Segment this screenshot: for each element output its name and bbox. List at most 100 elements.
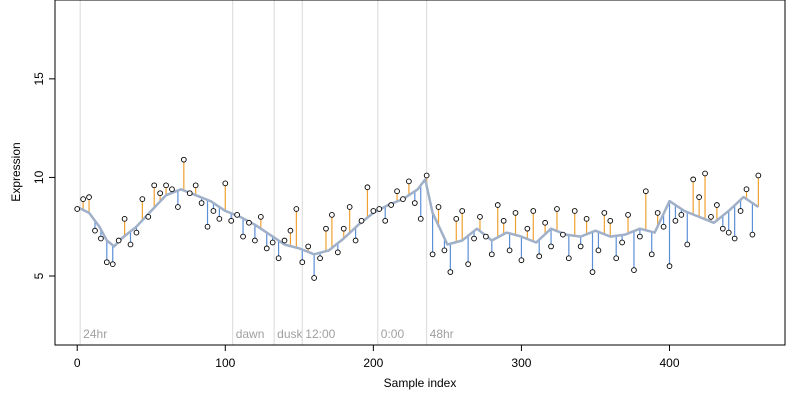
x-axis-title: Sample index [384, 376, 457, 390]
data-point [714, 202, 720, 208]
x-tick-label: 0 [74, 356, 81, 370]
data-point [204, 223, 211, 230]
data-point [388, 202, 394, 208]
data-point [358, 217, 365, 224]
data-point [447, 269, 454, 275]
data-point [536, 253, 543, 260]
data-point [293, 206, 300, 212]
data-point [240, 233, 246, 240]
data-point [666, 263, 673, 269]
data-point [654, 210, 661, 216]
data-point [103, 259, 110, 266]
data-point [222, 180, 229, 187]
data-point [352, 237, 359, 244]
data-point [180, 156, 187, 163]
data-point [299, 259, 306, 266]
data-point [565, 255, 572, 262]
phase-marker-label: 24hr [83, 327, 107, 341]
data-point [382, 217, 389, 224]
y-tick-label: 5 [32, 272, 46, 279]
data-point [731, 235, 738, 242]
x-axis: 0 100 200 300 400 [74, 344, 680, 370]
data-point [411, 200, 418, 206]
data-point [145, 214, 152, 220]
y-axis-title: Expression [9, 142, 23, 201]
data-point [340, 225, 347, 232]
data-point [571, 208, 578, 214]
data-point [607, 217, 614, 224]
data-point [246, 219, 252, 226]
data-point [186, 190, 193, 197]
data-point [406, 178, 412, 185]
data-point [305, 243, 312, 250]
data-point [394, 188, 400, 195]
data-point [139, 196, 146, 202]
data-point [518, 257, 525, 264]
data-point [530, 208, 537, 214]
data-point [334, 249, 341, 256]
phase-marker-layer: 24hr dawn dusk 12:00 0:00 48hr [79, 0, 454, 345]
smooth-trend-line [76, 178, 759, 256]
data-point [637, 233, 643, 240]
data-point [269, 239, 276, 246]
data-point [494, 202, 501, 208]
data-point [287, 227, 294, 234]
data-point [577, 243, 584, 250]
data-point [441, 247, 448, 254]
data-point [595, 247, 602, 254]
data-point [678, 212, 685, 218]
data-point [210, 208, 217, 214]
data-point [506, 247, 513, 254]
data-point [376, 206, 383, 212]
data-point [737, 208, 744, 214]
data-point [216, 215, 223, 222]
data-point [684, 241, 691, 248]
data-point [80, 196, 86, 202]
data-point [725, 229, 732, 236]
phase-marker-label: 12:00 [305, 327, 335, 341]
data-point [471, 235, 477, 242]
data-point [488, 251, 495, 258]
data-point [429, 251, 436, 258]
data-point [198, 200, 205, 206]
data-point [435, 204, 442, 210]
y-tick-label: 15 [32, 72, 46, 86]
phase-marker-label: 0:00 [381, 327, 405, 341]
y-tick-label: 10 [32, 170, 46, 184]
data-point [163, 182, 169, 189]
data-point [263, 245, 270, 252]
data-point [524, 225, 531, 232]
data-point [133, 229, 140, 236]
residual-segment-layer [76, 159, 759, 278]
phase-marker-label: dusk [277, 327, 303, 341]
data-point [275, 255, 282, 262]
smooth-trend-layer [76, 178, 759, 256]
data-point [311, 275, 317, 281]
data-point [672, 217, 679, 224]
data-point [542, 219, 548, 226]
data-point [500, 217, 507, 224]
data-point [702, 170, 708, 177]
data-point [613, 255, 620, 262]
data-point [583, 215, 590, 222]
data-point [86, 194, 92, 200]
data-point [364, 184, 371, 191]
data-point [648, 251, 655, 258]
data-point [560, 231, 566, 238]
data-point [346, 204, 353, 210]
data-point [252, 237, 258, 244]
phase-marker-label: 48hr [430, 327, 454, 341]
data-point [554, 206, 560, 212]
data-point [719, 225, 726, 232]
data-point [619, 239, 625, 246]
data-point [234, 212, 240, 218]
data-point [696, 194, 702, 200]
data-point [115, 237, 122, 244]
data-point [317, 255, 323, 262]
data-point [257, 214, 264, 220]
data-point [92, 227, 98, 234]
data-point [169, 186, 175, 193]
data-point [477, 214, 483, 220]
data-point [370, 208, 377, 214]
